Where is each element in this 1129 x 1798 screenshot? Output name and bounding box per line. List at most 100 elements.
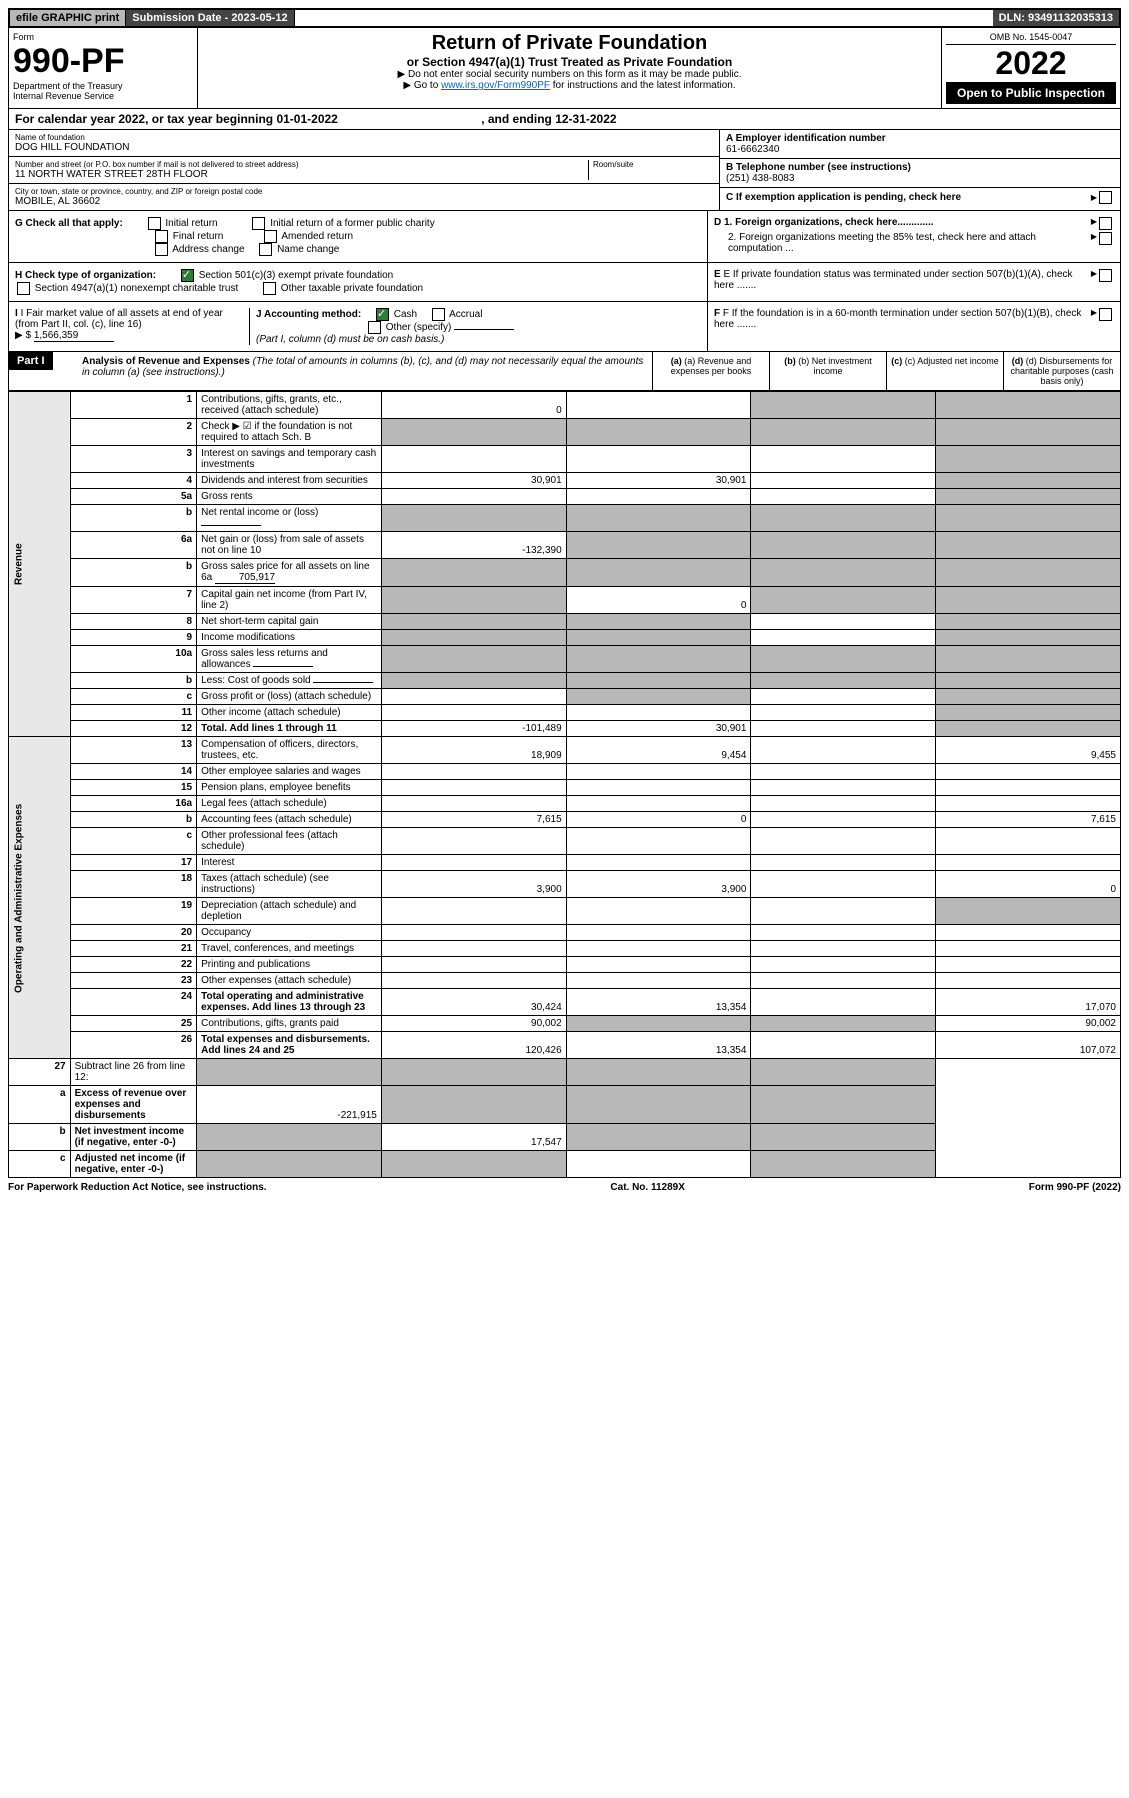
tax-year: 2022 [946,45,1116,82]
header-right: OMB No. 1545-0047 2022 Open to Public In… [942,28,1120,108]
line-num: 6a [70,532,197,559]
side-label: Operating and Administrative Expenses [9,737,71,1059]
h-501c3-checkbox[interactable] [181,269,194,282]
instr-2: ▶ Go to www.irs.gov/Form990PF for instru… [206,80,933,91]
line-desc: Net investment income (if negative, ente… [70,1124,197,1151]
line-num: 15 [70,780,197,796]
line-num: 2 [70,419,197,446]
omb-label: OMB No. 1545-0047 [946,32,1116,45]
line-desc: Pension plans, employee benefits [197,780,382,796]
form-subtitle: or Section 4947(a)(1) Trust Treated as P… [206,55,933,69]
line-desc: Legal fees (attach schedule) [197,796,382,812]
d1-row: D 1. Foreign organizations, check here..… [714,217,1114,230]
line-num: 1 [70,392,197,419]
col-c-header: (c) (c) Adjusted net income [886,352,1003,390]
form-link[interactable]: www.irs.gov/Form990PF [441,80,550,91]
line-desc: Net rental income or (loss) [197,505,382,532]
line-num: 27 [9,1059,71,1086]
form-word: Form [13,32,193,42]
line-desc: Gross profit or (loss) (attach schedule) [197,689,382,705]
phone: (251) 438-8083 [726,173,1114,184]
line-num: b [70,673,197,689]
col-a-header: (a) (a) Revenue and expenses per books [652,352,769,390]
line-desc: Less: Cost of goods sold [197,673,382,689]
f-row: F F If the foundation is in a 60-month t… [708,302,1120,351]
line-num: 4 [70,473,197,489]
address: 11 NORTH WATER STREET 28TH FLOOR [15,169,588,180]
line-desc: Occupancy [197,925,382,941]
line-desc: Interest [197,855,382,871]
footer-left: For Paperwork Reduction Act Notice, see … [8,1182,267,1193]
part1-label: Part I [9,352,53,370]
header-center: Return of Private Foundation or Section … [198,28,942,108]
line-num: 20 [70,925,197,941]
line-num: 14 [70,764,197,780]
line-desc: Interest on savings and temporary cash i… [197,446,382,473]
instr-1: ▶ Do not enter social security numbers o… [206,69,933,80]
line-num: 5a [70,489,197,505]
line-desc: Other income (attach schedule) [197,705,382,721]
ein-cell: A Employer identification number 61-6662… [720,130,1120,159]
top-bar: efile GRAPHIC print Submission Date - 20… [8,8,1121,28]
cash-checkbox[interactable] [376,308,389,321]
line-num: 19 [70,898,197,925]
line-desc: Compensation of officers, directors, tru… [197,737,382,764]
line-desc: Adjusted net income (if negative, enter … [70,1151,197,1178]
line-num: 12 [70,721,197,737]
line-desc: Check ▶ ☑ if the foundation is not requi… [197,419,382,446]
line-num: 7 [70,587,197,614]
line-desc: Contributions, gifts, grants paid [197,1016,382,1032]
footer-mid: Cat. No. 11289X [610,1182,684,1193]
line-num: 23 [70,973,197,989]
city-cell: City or town, state or province, country… [9,184,719,210]
exemption-checkbox[interactable] [1099,191,1112,204]
col-b-header: (b) (b) Net investment income [769,352,886,390]
line-num: a [9,1086,71,1124]
form-title: Return of Private Foundation [206,32,933,55]
line-desc: Subtract line 26 from line 12: [70,1059,197,1086]
phone-cell: B Telephone number (see instructions) (2… [720,159,1120,188]
line-desc: Contributions, gifts, grants, etc., rece… [197,392,382,419]
dln-label: DLN: 93491132035313 [993,10,1119,26]
fmv-value: 1,566,359 [34,330,114,342]
line-num: 26 [70,1032,197,1059]
col-d-header: (d) (d) Disbursements for charitable pur… [1003,352,1120,390]
line-desc: Taxes (attach schedule) (see instruction… [197,871,382,898]
line-desc: Accounting fees (attach schedule) [197,812,382,828]
line-num: c [70,689,197,705]
ein: 61-6662340 [726,144,1114,155]
line-desc: Net short-term capital gain [197,614,382,630]
line-desc: Excess of revenue over expenses and disb… [70,1086,197,1124]
line-num: 13 [70,737,197,764]
foundation-name: DOG HILL FOUNDATION [15,142,713,153]
exemption-cell: C If exemption application is pending, c… [720,188,1120,207]
line-desc: Capital gain net income (from Part IV, l… [197,587,382,614]
line-num: b [9,1124,71,1151]
part1-table: Revenue1Contributions, gifts, grants, et… [8,391,1121,1178]
part1-header-row: Part I Analysis of Revenue and Expenses … [8,352,1121,391]
line-desc: Dividends and interest from securities [197,473,382,489]
line-desc: Total. Add lines 1 through 11 [197,721,382,737]
line-desc: Gross sales less returns and allowances [197,646,382,673]
i-row: I I Fair market value of all assets at e… [15,308,250,345]
form-number: 990-PF [13,42,193,81]
line-num: 25 [70,1016,197,1032]
line-desc: Gross sales price for all assets on line… [197,559,382,587]
line-num: 24 [70,989,197,1016]
line-num: 16a [70,796,197,812]
h-row: H Check type of organization: Section 50… [9,263,708,302]
line-num: 10a [70,646,197,673]
foundation-name-cell: Name of foundation DOG HILL FOUNDATION [9,130,719,157]
line-desc: Other expenses (attach schedule) [197,973,382,989]
line-desc: Total expenses and disbursements. Add li… [197,1032,382,1059]
efile-label[interactable]: efile GRAPHIC print [10,10,126,26]
line-num: 21 [70,941,197,957]
address-cell: Number and street (or P.O. box number if… [9,157,719,184]
line-num: b [70,505,197,532]
page-footer: For Paperwork Reduction Act Notice, see … [8,1178,1121,1197]
line-desc: Travel, conferences, and meetings [197,941,382,957]
line-num: 3 [70,446,197,473]
calendar-year-row: For calendar year 2022, or tax year begi… [8,109,1121,130]
side-label: Revenue [9,392,71,737]
line-num: 9 [70,630,197,646]
